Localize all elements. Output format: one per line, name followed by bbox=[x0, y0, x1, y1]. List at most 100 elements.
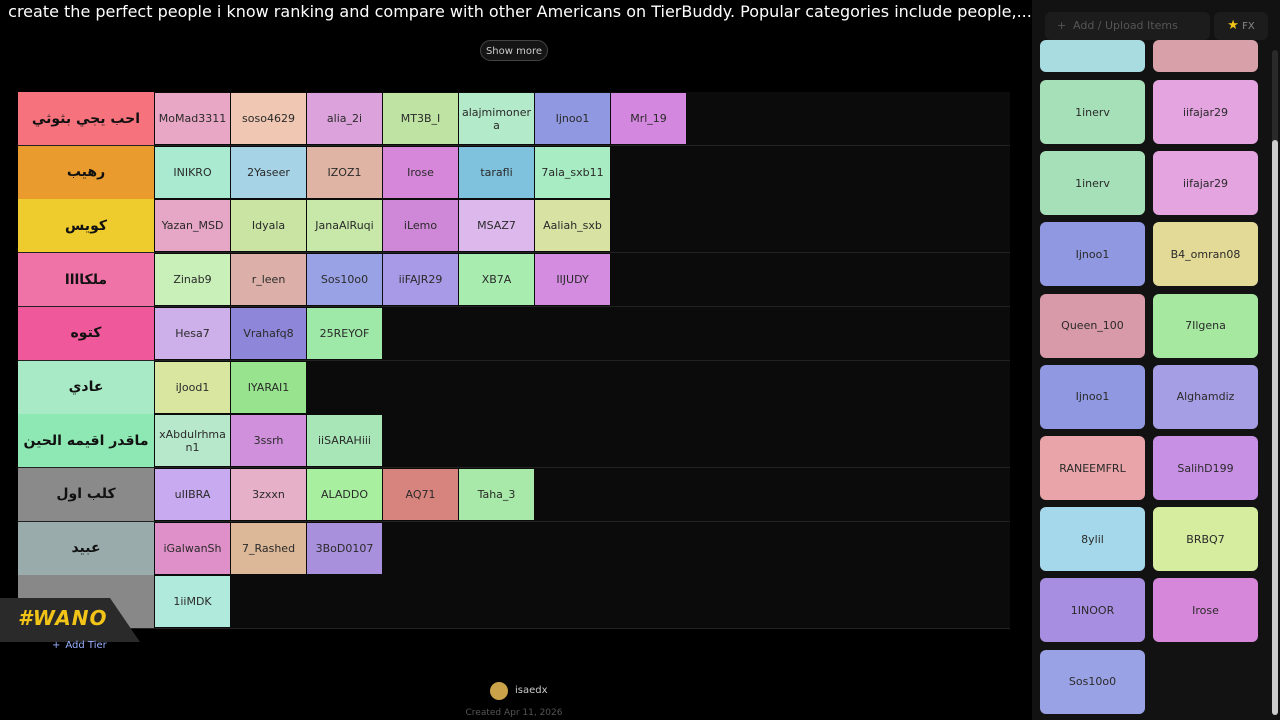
tier-row: كويس Yazan_MSD Idyala JanaAlRuqi iLemo MSAZ7 A… bbox=[18, 199, 1010, 254]
tier-label[interactable]: ماقدر اقيمه الحين bbox=[18, 414, 154, 468]
tier-item[interactable]: 7_Rashed bbox=[231, 522, 306, 574]
pool-item[interactable]: RANEEMFRL bbox=[1040, 436, 1145, 500]
tier-row: كتوه Hesa7 Vrahafq8 25REYOF bbox=[18, 306, 1010, 361]
tier-item[interactable]: Taha_3 bbox=[459, 468, 534, 520]
tier-item[interactable]: soso4629 bbox=[231, 93, 306, 144]
scrollbar-thumb bbox=[1272, 140, 1278, 715]
pool-item[interactable]: BRBQ7 bbox=[1153, 507, 1258, 572]
tier-item[interactable]: IIJUDY bbox=[535, 254, 610, 306]
fx-button[interactable]: ★ FX bbox=[1214, 12, 1268, 40]
tier-item[interactable]: XB7A bbox=[459, 254, 534, 306]
tier-item[interactable]: 7ala_sxb11 bbox=[535, 146, 610, 198]
star-icon: ★ bbox=[1227, 18, 1239, 33]
pool-item[interactable]: B4_omran08 bbox=[1153, 222, 1258, 287]
tier-row: ماقدر اقيمه الحين xAbdulrhman1 3ssrh iiSARA… bbox=[18, 414, 1010, 469]
tier-item[interactable]: 25REYOF bbox=[307, 307, 382, 359]
item-pool: 1inerv iifajar29 1inerv iifajar29 Ijnoo1 B4_o… bbox=[1032, 0, 1270, 720]
tier-item[interactable]: iLemo bbox=[383, 200, 458, 252]
pool-item[interactable]: Sos10o0 bbox=[1040, 649, 1145, 714]
tier-item[interactable]: Idyala bbox=[231, 200, 306, 252]
pool-item[interactable]: SalihD199 bbox=[1153, 436, 1258, 500]
tier-label[interactable]: كلب اول bbox=[18, 467, 154, 521]
tier-item[interactable]: Aaliah_sxb bbox=[535, 200, 610, 252]
plus-icon: + bbox=[52, 640, 61, 651]
tier-row: ملكاااا Zinab9 r_leen Sos10o0 iiFAJR29 XB7A II… bbox=[18, 253, 1010, 308]
tier-item[interactable]: 2Yaseer bbox=[231, 146, 306, 198]
tier-item[interactable]: MSAZ7 bbox=[459, 200, 534, 252]
main-area: create the perfect people i know ranking… bbox=[0, 0, 1032, 720]
tier-item[interactable]: Mrl_19 bbox=[611, 93, 686, 144]
add-upload-input[interactable]: + Add / Upload Items bbox=[1045, 12, 1210, 40]
scrollbar bbox=[1272, 50, 1278, 715]
pool-item[interactable]: 8ylil bbox=[1040, 507, 1145, 572]
tier-item[interactable]: MT3B_I bbox=[383, 93, 458, 144]
pool-item[interactable]: 7Ilgena bbox=[1153, 293, 1258, 358]
fx-text: FX bbox=[1242, 21, 1255, 32]
tier-item[interactable]: r_leen bbox=[231, 254, 306, 306]
tier-label[interactable]: ملكاااا bbox=[18, 253, 154, 307]
tier-item[interactable]: Irose bbox=[383, 146, 458, 198]
tier-item[interactable]: Vrahafq8 bbox=[231, 307, 306, 359]
tier-item[interactable]: Zinab9 bbox=[155, 254, 230, 306]
tier-row: عبيد iGalwanSh 7_Rashed 3BoD0107 bbox=[18, 521, 1010, 576]
tier-label[interactable]: كتوه bbox=[18, 306, 154, 360]
tier-label[interactable]: عبيد bbox=[18, 521, 154, 575]
tier-row: 1iiMDK bbox=[18, 575, 1010, 630]
pool-item[interactable]: Ijnoo1 bbox=[1040, 364, 1145, 429]
tier-item[interactable]: Yazan_MSD bbox=[155, 200, 230, 252]
tier-item[interactable]: Ijnoo1 bbox=[535, 93, 610, 144]
tier-item[interactable]: iiFAJR29 bbox=[383, 254, 458, 306]
pool-item[interactable]: Alghamdiz bbox=[1153, 364, 1258, 429]
tier-item[interactable]: 1iiMDK bbox=[155, 576, 230, 628]
tier-item[interactable]: JanaAlRuqi bbox=[307, 200, 382, 252]
tier-item[interactable]: uIIBRA bbox=[155, 468, 230, 520]
pool-item[interactable]: iifajar29 bbox=[1153, 151, 1258, 216]
partial-card bbox=[1153, 40, 1258, 72]
author[interactable]: isaedx bbox=[515, 685, 548, 696]
tier-item[interactable]: tarafli bbox=[459, 146, 534, 198]
tier-item[interactable]: Hesa7 bbox=[155, 307, 230, 359]
tier-item[interactable]: xAbdulrhman1 bbox=[155, 415, 230, 467]
tier-item[interactable]: iiSARAHiii bbox=[307, 415, 382, 467]
tier-label[interactable]: احب يجي بثوثي bbox=[18, 92, 154, 145]
plus-icon: + bbox=[1057, 19, 1067, 32]
created-date: Created Apr 11, 2026 bbox=[465, 708, 563, 718]
tier-row: رهيب INIKRO 2Yaseer IZOZ1 Irose tarafli 7ala_s… bbox=[18, 145, 1010, 200]
tier-item[interactable]: alia_2i bbox=[307, 93, 382, 144]
tier-label[interactable]: كويس bbox=[18, 199, 154, 253]
tier-item[interactable]: AQ71 bbox=[383, 468, 458, 520]
partial-card bbox=[1040, 40, 1145, 72]
tier-item[interactable]: 3ssrh bbox=[231, 415, 306, 467]
tier-item[interactable]: 3zxxn bbox=[231, 468, 306, 520]
tier-item[interactable]: iJood1 bbox=[155, 361, 230, 413]
tier-item[interactable]: IZOZ1 bbox=[307, 146, 382, 198]
tier-item[interactable]: iGalwanSh bbox=[155, 522, 230, 574]
tier-row: احب يجي بثوثي MoMad3311 soso4629 alia_2i MT3… bbox=[18, 92, 1010, 146]
tier-row: عادي iJood1 IYARAI1 bbox=[18, 360, 1010, 415]
avatar bbox=[490, 682, 508, 700]
tier-item[interactable]: alajmimonera bbox=[459, 93, 534, 144]
pool-item[interactable]: 1INOOR bbox=[1040, 578, 1145, 643]
pool-item[interactable]: Ijnoo1 bbox=[1040, 222, 1145, 287]
pool-item[interactable]: 1inerv bbox=[1040, 151, 1145, 216]
tier-label[interactable]: رهيب bbox=[18, 145, 154, 199]
tier-item[interactable]: Sos10o0 bbox=[307, 254, 382, 306]
pool-item[interactable]: Queen_100 bbox=[1040, 293, 1145, 358]
pool-item[interactable]: iifajar29 bbox=[1153, 80, 1258, 144]
tier-item[interactable]: 3BoD0107 bbox=[307, 522, 382, 574]
pool-item[interactable]: Irose bbox=[1153, 578, 1258, 643]
tier-item[interactable]: IYARAI1 bbox=[231, 361, 306, 413]
sidebar: + Add / Upload Items ★ FX 1inerv iifajar29… bbox=[1032, 0, 1280, 720]
input-placeholder: Add / Upload Items bbox=[1073, 19, 1178, 32]
add-tier-button[interactable]: + Add Tier bbox=[52, 640, 107, 651]
add-tier-text: Add Tier bbox=[65, 640, 107, 651]
tier-row: كلب اول uIIBRA 3zxxn ALADDO AQ71 Taha_3 bbox=[18, 467, 1010, 522]
logo: #WANO bbox=[18, 606, 108, 630]
pool-item[interactable]: 1inerv bbox=[1040, 80, 1145, 144]
show-more-button[interactable]: Show more bbox=[480, 40, 548, 61]
tier-item[interactable]: ALADDO bbox=[307, 468, 382, 520]
tier-item[interactable]: INIKRO bbox=[155, 146, 230, 198]
tier-label[interactable]: عادي bbox=[18, 360, 154, 414]
tier-item[interactable]: MoMad3311 bbox=[155, 93, 230, 144]
